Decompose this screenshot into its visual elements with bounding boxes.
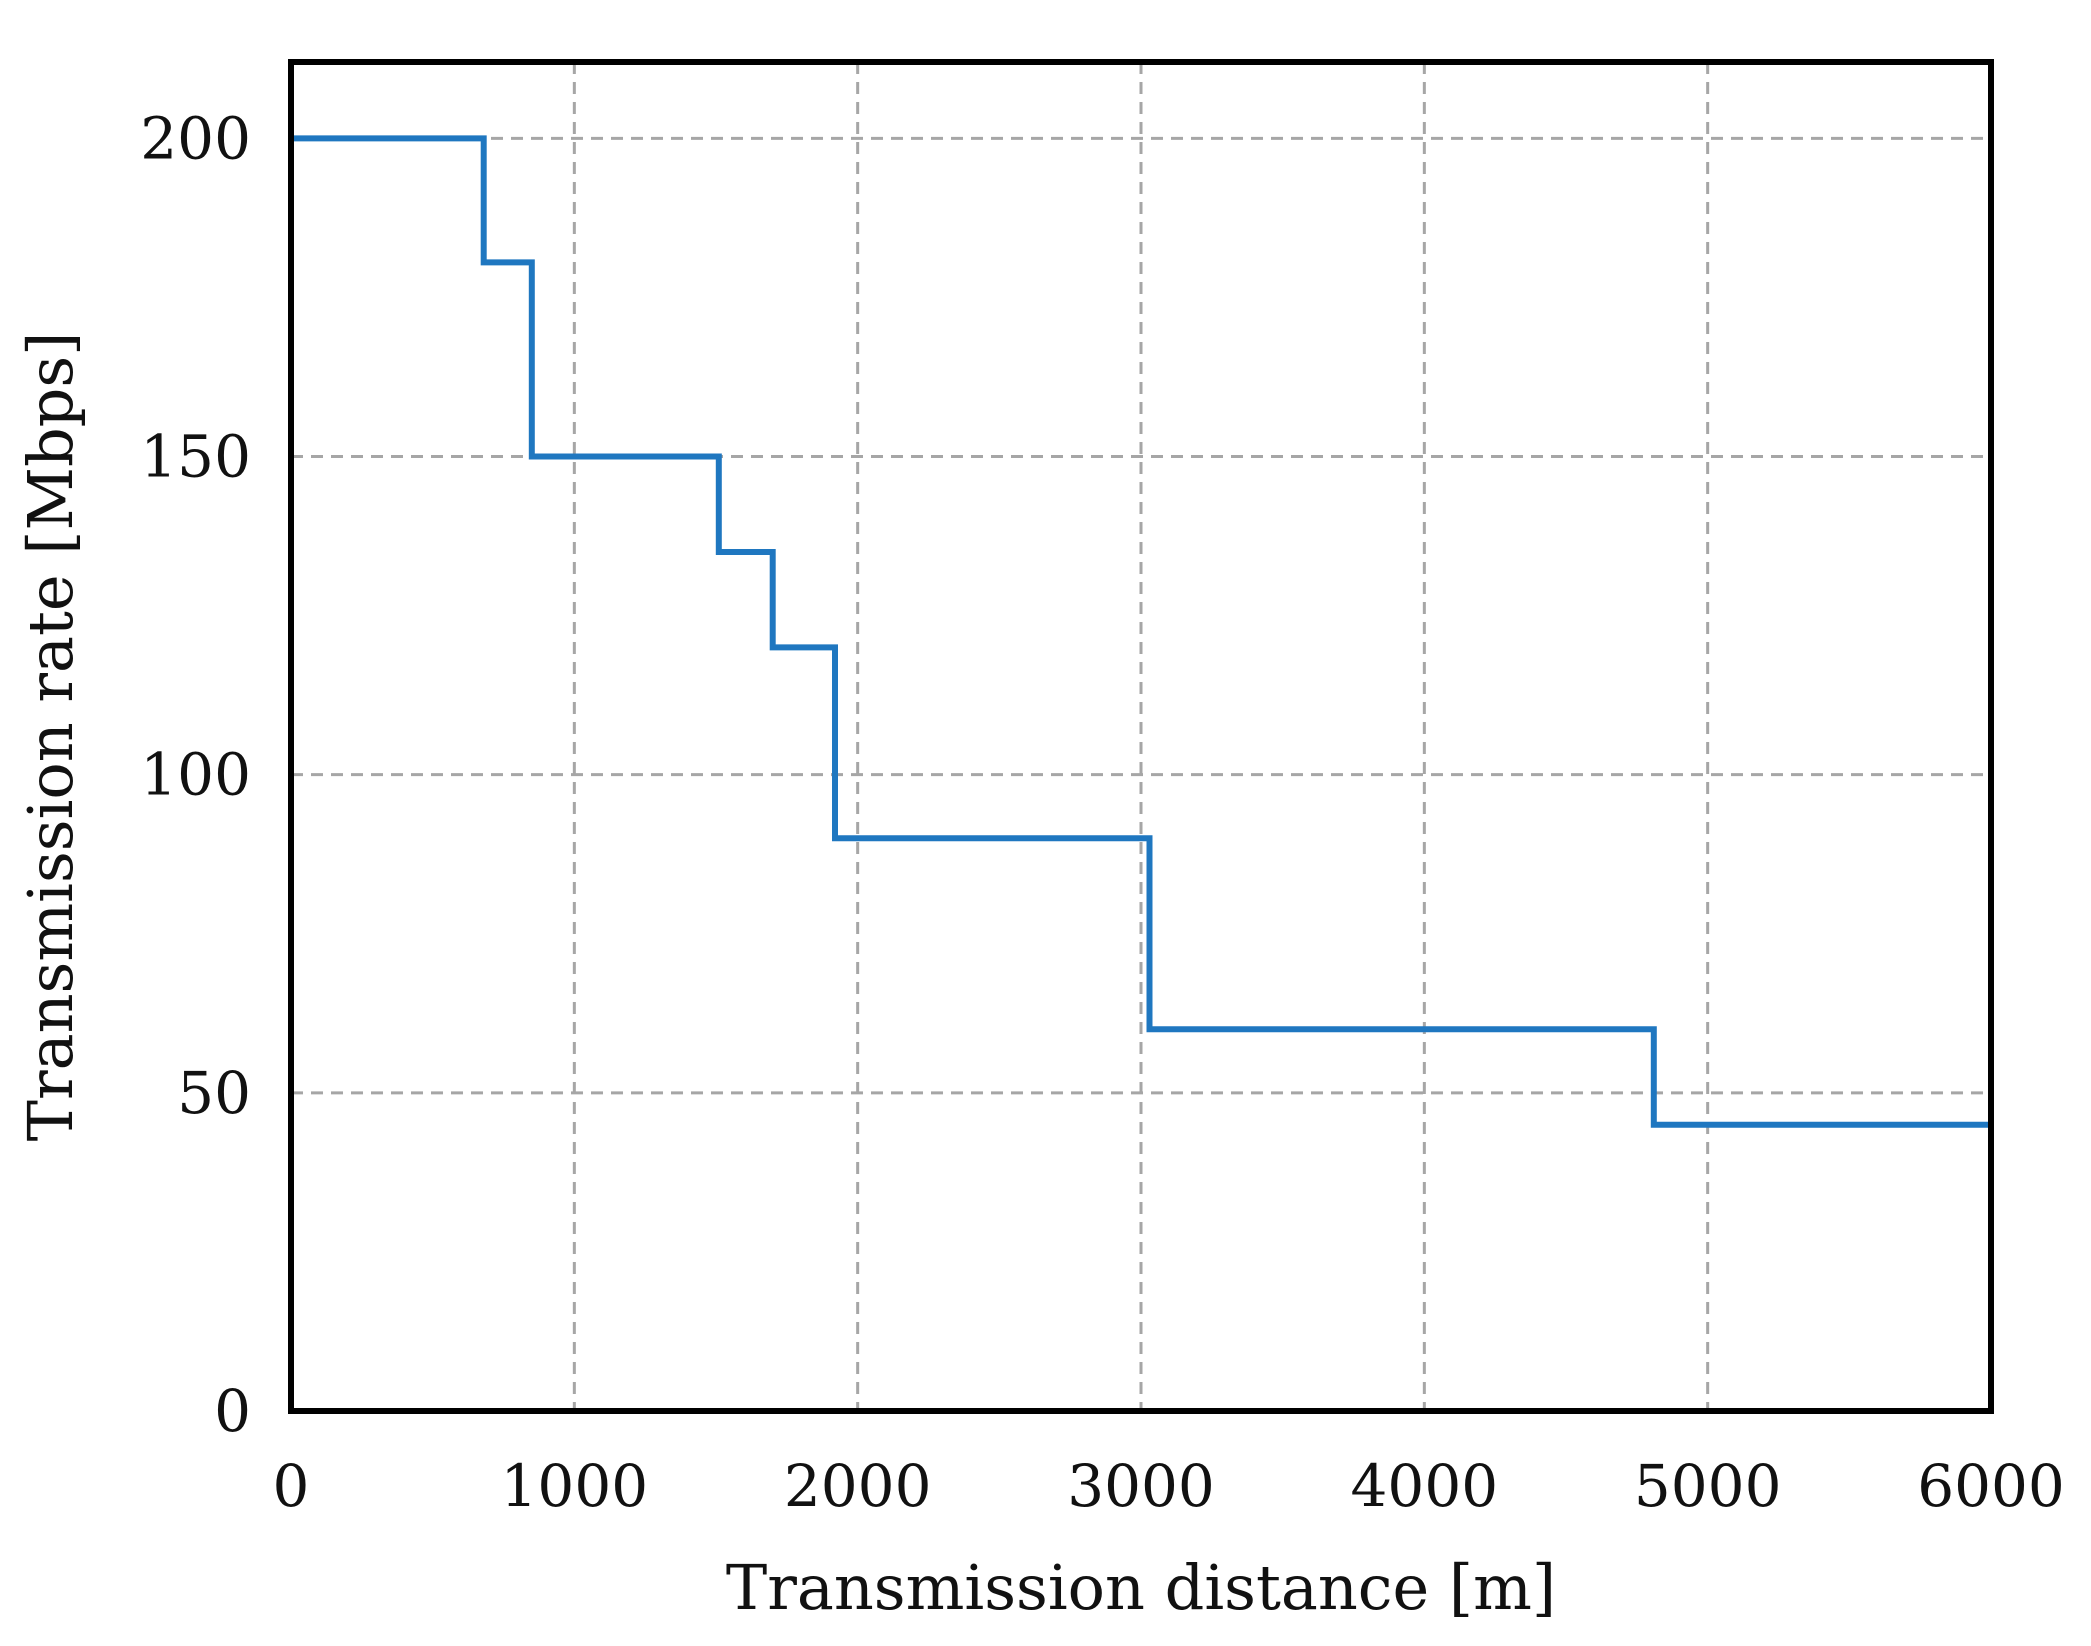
x-axis-title: Transmission distance [m] [726,1551,1556,1624]
x-tick-label: 5000 [1634,1452,1782,1520]
y-tick-label: 0 [214,1377,251,1445]
series-line [291,135,1991,1128]
x-tick-label: 0 [273,1452,310,1520]
series-layer [291,135,1991,1128]
x-tick-label: 6000 [1917,1452,2065,1520]
x-tick-labels: 0 1000 2000 3000 4000 5000 6000 [273,1452,2065,1520]
y-tick-label: 50 [177,1059,251,1127]
y-tick-label: 150 [140,423,251,491]
x-tick-label: 4000 [1351,1452,1499,1520]
x-tick-label: 3000 [1067,1452,1215,1520]
y-tick-label: 200 [140,104,251,172]
x-tick-label: 1000 [501,1452,649,1520]
y-tick-labels: 0 50 100 150 200 [140,104,251,1445]
y-tick-label: 100 [140,741,251,809]
plot-frame [288,59,1994,1414]
y-axis-title: Transmission rate [Mbps] [14,332,87,1142]
x-tick-label: 2000 [784,1452,932,1520]
grid [291,62,1991,1411]
